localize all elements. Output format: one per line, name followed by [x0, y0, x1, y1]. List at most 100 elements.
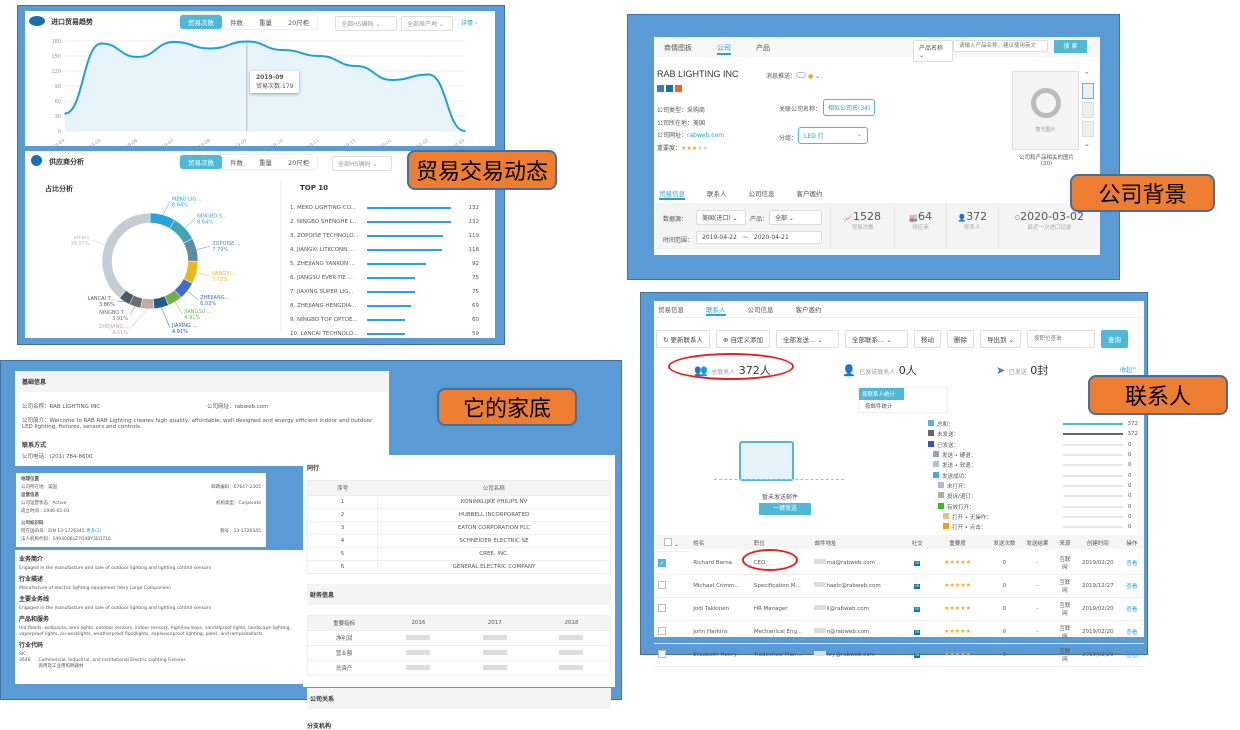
data-point[interactable]	[246, 40, 248, 43]
contact-filter-select[interactable]: 全部联系... ⌄	[845, 330, 909, 348]
stat-by-contact[interactable]: 按联系人统计	[859, 388, 904, 400]
linkedin-icon[interactable]: in	[914, 606, 921, 612]
data-point[interactable]	[209, 47, 212, 50]
column-header[interactable]: 发送结果	[1026, 541, 1049, 548]
search-button[interactable]: 搜 索	[1054, 40, 1087, 53]
stat-by-email[interactable]: 按邮件统计	[865, 404, 893, 410]
top10-row[interactable]: 4. JIANGXI LITKCONN ... 118	[290, 243, 490, 257]
date-range-picker[interactable]: 2019-04-22 ~2020-04-21	[696, 231, 822, 244]
row-checkbox[interactable]	[654, 643, 690, 667]
top10-row[interactable]: 6. JIANGSU EVER-TIE ... 75	[290, 271, 490, 285]
collapse-link[interactable]: 收起^	[1120, 367, 1138, 374]
thumbnail[interactable]	[1082, 102, 1094, 118]
column-header[interactable]: 职位	[753, 541, 765, 548]
thumbnail[interactable]	[1082, 83, 1094, 99]
data-point[interactable]	[64, 112, 66, 115]
tab-trade-count[interactable]: 贸易次数	[180, 155, 222, 169]
tab-contacts[interactable]: 联系人	[706, 306, 726, 316]
detail-link[interactable]: 详情 ›	[461, 20, 478, 27]
column-header[interactable]: 邮件地址	[814, 541, 837, 548]
send-filter-select[interactable]: 全部发送... ⌄	[776, 330, 840, 348]
nav-company[interactable]: 公司	[717, 43, 731, 55]
top10-row[interactable]: 8. ZHEJIANG HENGDIA... 69	[290, 299, 490, 313]
more-link[interactable]: 更多(2)	[86, 529, 102, 534]
tab-20ft[interactable]: 20尺柜	[288, 159, 310, 167]
pie-slice[interactable]	[183, 238, 199, 262]
thumbnail[interactable]	[1082, 121, 1094, 137]
data-point[interactable]	[464, 130, 466, 132]
website-link[interactable]: rabweb.com	[687, 132, 725, 139]
column-header[interactable]: 姓名	[693, 541, 705, 548]
pie-slice[interactable]	[101, 212, 151, 299]
linkedin-icon[interactable]: in	[914, 652, 921, 658]
column-header[interactable]: 社交	[911, 541, 923, 548]
one-click-send-button[interactable]: 一键发送	[759, 503, 811, 515]
view-link[interactable]: 查看	[1119, 643, 1144, 667]
linkedin-icon[interactable]	[666, 85, 673, 92]
title-search-input[interactable]	[1027, 330, 1096, 348]
tab-20ft[interactable]: 20尺柜	[288, 19, 310, 27]
move-button[interactable]: 移动	[914, 330, 942, 348]
linkedin-icon[interactable]: in	[914, 583, 921, 589]
row-checkbox[interactable]	[654, 620, 690, 644]
product-select[interactable]: 全部 ⌄	[769, 210, 822, 225]
related-companies-button[interactable]: 相似公司名(34)	[823, 99, 876, 116]
top10-row[interactable]: 10. LANCAI TECHNOLO... 59	[290, 327, 490, 341]
data-point[interactable]	[427, 73, 430, 76]
toggle-switch[interactable]	[796, 72, 807, 78]
tab-trade-info[interactable]: 贸易信息	[658, 306, 684, 314]
view-link[interactable]: 查看	[1119, 551, 1144, 575]
custom-add-button[interactable]: ⊕ 自定义添加	[716, 330, 771, 348]
pie-slice[interactable]	[140, 297, 155, 310]
refresh-contacts-button[interactable]: ↻ 更新联系人	[656, 330, 711, 348]
linkedin-icon[interactable]: in	[914, 629, 921, 635]
nav-dashboard[interactable]: 商情图板	[664, 44, 692, 52]
top10-row[interactable]: 2. NINGBO SHENGHE L... 132	[290, 215, 490, 229]
top10-row[interactable]: 7. JIAXING SUPER LIG... 75	[290, 285, 490, 299]
view-link[interactable]: 查看	[1119, 620, 1144, 644]
nav-product[interactable]: 产品	[756, 44, 770, 52]
tab-company-info[interactable]: 公司信息	[748, 190, 775, 198]
top10-row[interactable]: 9. NINGBO TOP OPTOE... 60	[290, 313, 490, 327]
top10-row[interactable]: 1. MEKO LIGHTING CO... 132	[290, 201, 490, 215]
column-header[interactable]: 发送次数	[993, 541, 1016, 548]
column-header[interactable]: 重要度	[949, 541, 966, 548]
table-row[interactable]: Jodi Takkinen HR Manager il@rabweb.com in ★★…	[654, 597, 1144, 621]
data-point[interactable]	[100, 42, 103, 45]
source-select[interactable]: 美国(进口) ⌄	[696, 210, 746, 225]
product-search-input[interactable]	[953, 40, 1048, 52]
row-checkbox[interactable]	[654, 574, 690, 598]
delete-button[interactable]: 删除	[947, 330, 975, 348]
chevron-up-icon[interactable]: ⌃	[1084, 71, 1090, 79]
tab-invite[interactable]: 客户邀约	[796, 190, 823, 198]
data-point[interactable]	[391, 79, 394, 81]
data-point[interactable]	[355, 65, 357, 67]
tab-contacts[interactable]: 联系人	[707, 190, 727, 198]
export-button[interactable]: 导出到 ⌄	[980, 330, 1022, 348]
table-row[interactable]: Michael Crimm... Specification M... haelc@…	[654, 574, 1144, 598]
tab-weight[interactable]: 重量	[259, 159, 272, 167]
linkedin-icon[interactable]: in	[914, 560, 921, 566]
table-row[interactable]: Elizabeth Henry Tradeshow Man... nry@rabwe…	[654, 643, 1144, 667]
query-button[interactable]: 查询	[1101, 330, 1129, 348]
chevron-down-icon[interactable]: ⌄	[1084, 140, 1090, 148]
help-icon[interactable]: ●	[807, 73, 814, 80]
group-select[interactable]: LED 灯 ⌄	[798, 127, 868, 144]
tab-trade-info[interactable]: 贸易信息	[659, 190, 685, 200]
column-header[interactable]: 操作	[1126, 541, 1138, 548]
data-point[interactable]	[173, 41, 175, 43]
search-type-select[interactable]: 产品名称 ⌄	[913, 40, 953, 62]
column-header[interactable]: 创建时间	[1086, 541, 1109, 548]
email-icon[interactable]	[657, 85, 664, 92]
row-checkbox[interactable]: ✓	[654, 551, 690, 575]
tab-trade-count[interactable]: 贸易次数	[180, 15, 222, 29]
top10-row[interactable]: 5. ZHEJIANG YANKON ... 92	[290, 257, 490, 271]
column-header[interactable]: 来源	[1059, 541, 1071, 548]
data-point[interactable]	[136, 56, 139, 58]
pie-slice[interactable]	[169, 219, 193, 244]
company-image[interactable]: 暂无图片	[1012, 71, 1079, 150]
table-row[interactable]: John Harkins Mechanical Eng... n@rabweb.co…	[654, 620, 1144, 644]
hs-select[interactable]: 全部HS编码 ⌄	[335, 16, 397, 31]
supplier-hs-select[interactable]: 全部HS编码 ⌄	[332, 156, 392, 171]
select-all-checkbox[interactable]: ⌄	[654, 535, 690, 552]
